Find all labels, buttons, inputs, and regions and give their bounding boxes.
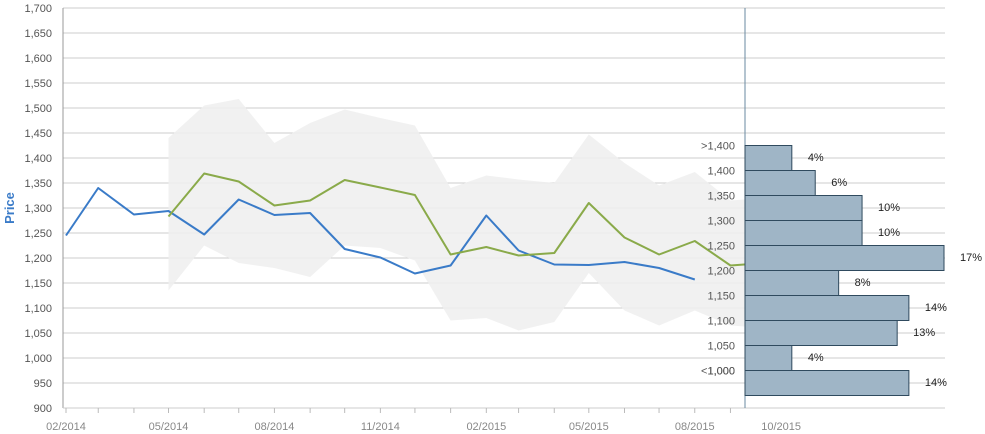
y-tick-label: 1,500 bbox=[24, 103, 52, 115]
histogram-category-label: 1,000 bbox=[707, 366, 735, 378]
histogram-percent-label: 8% bbox=[855, 277, 871, 289]
histogram-bar bbox=[744, 345, 793, 371]
histogram-bar bbox=[744, 295, 910, 321]
histogram-percent-label: 6% bbox=[831, 177, 847, 189]
x-tick-label: 05/2014 bbox=[149, 421, 189, 433]
y-tick-label: 1,000 bbox=[24, 353, 52, 365]
x-tick-label: 08/2014 bbox=[255, 421, 295, 433]
histogram-bar bbox=[744, 245, 945, 271]
histogram-bar bbox=[744, 195, 863, 221]
histogram-percent-label: 14% bbox=[925, 302, 947, 314]
histogram-percent-label: 13% bbox=[913, 327, 935, 339]
y-tick-label: 1,200 bbox=[24, 253, 52, 265]
y-tick-label: 1,250 bbox=[24, 228, 52, 240]
y-tick-label: 1,100 bbox=[24, 303, 52, 315]
histogram-category-label: 1,050 bbox=[707, 341, 735, 353]
series-lines bbox=[65, 172, 782, 281]
histogram-category-label: 1,300 bbox=[707, 216, 735, 228]
histogram-percent-label: 14% bbox=[925, 377, 947, 389]
histogram-bar bbox=[744, 220, 863, 246]
y-tick-label: 1,550 bbox=[24, 78, 52, 90]
range-band bbox=[168, 99, 782, 331]
histogram-category-label: 1,350 bbox=[707, 191, 735, 203]
blue-price-series-line bbox=[65, 187, 696, 281]
histogram-percent-label: 4% bbox=[808, 152, 824, 164]
histogram-category-label: <1,000 bbox=[701, 366, 735, 378]
histogram-bar bbox=[744, 270, 840, 296]
x-tick-label: 08/2015 bbox=[675, 421, 715, 433]
x-tick-label: 05/2015 bbox=[569, 421, 609, 433]
y-tick-label: 1,450 bbox=[24, 128, 52, 140]
x-tick-label: 11/2014 bbox=[361, 421, 400, 433]
green-price-series-line bbox=[167, 172, 782, 270]
axis-labels: 900 950 1,000 1,050 1,100 1,150 1,200 1,250 1,30… bbox=[24, 3, 801, 433]
y-tick-label: 950 bbox=[34, 378, 52, 390]
histogram-bar bbox=[744, 145, 793, 171]
histogram-percent-label: 10% bbox=[878, 227, 900, 239]
distribution-histogram: 4% 6% 10% 10% 17% 8% 14% 13% 4% 14% bbox=[744, 145, 982, 396]
y-tick-label: 1,600 bbox=[24, 53, 52, 65]
y-tick-label: 1,350 bbox=[24, 178, 52, 190]
y-tick-label: 1,300 bbox=[24, 203, 52, 215]
histogram-bar bbox=[744, 320, 898, 346]
y-tick-label: 1,700 bbox=[24, 3, 52, 15]
forecast-range-band bbox=[168, 99, 782, 331]
x-tick-label: 10/2015 bbox=[761, 421, 801, 433]
y-tick-label: 1,150 bbox=[24, 278, 52, 290]
y-tick-label: 1,650 bbox=[24, 28, 52, 40]
histogram-percent-label: 4% bbox=[808, 352, 824, 364]
histogram-bar bbox=[744, 370, 910, 396]
histogram-category-label: 1,400 bbox=[707, 166, 735, 178]
x-tick-label: 02/2014 bbox=[46, 421, 86, 433]
y-tick-label: 1,050 bbox=[24, 328, 52, 340]
histogram-category-label: 1,200 bbox=[707, 266, 735, 278]
histogram-category-label: 1,100 bbox=[707, 316, 735, 328]
y-tick-label: 1,400 bbox=[24, 153, 52, 165]
histogram-percent-label: 10% bbox=[878, 202, 900, 214]
histogram-category-label: 1,250 bbox=[707, 241, 735, 253]
x-tick-label: 02/2015 bbox=[466, 421, 506, 433]
y-axis-title: Price bbox=[2, 192, 17, 224]
y-tick-label: 900 bbox=[34, 403, 52, 415]
histogram-percent-label: 17% bbox=[960, 252, 982, 264]
histogram-category-label: >1,400 bbox=[701, 141, 735, 153]
histogram-bar bbox=[744, 170, 816, 196]
histogram-category-label: 1,150 bbox=[707, 291, 735, 303]
